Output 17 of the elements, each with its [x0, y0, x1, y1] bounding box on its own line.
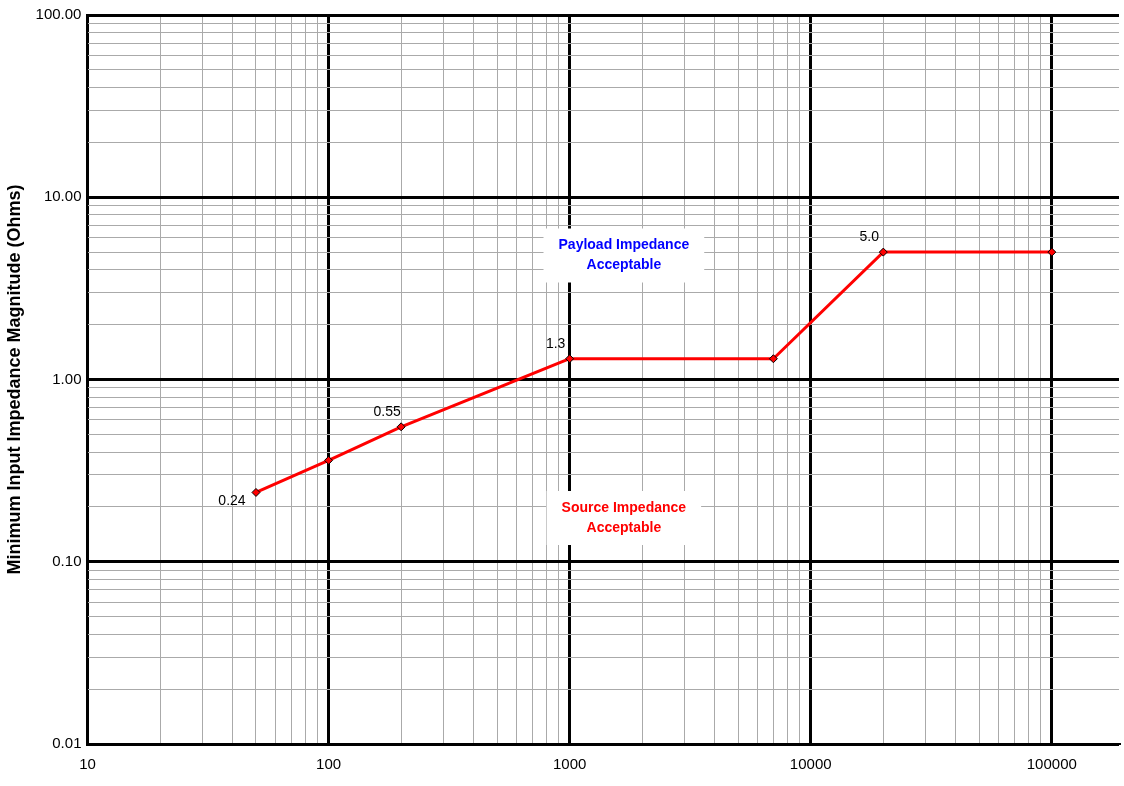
y-axis-title: Minimum Input Impedance Magnitude (Ohms) [3, 184, 24, 575]
x-tick-label: 10000 [789, 755, 832, 773]
y-tick-label: 1.00 [52, 369, 82, 387]
y-tick-label: 10.00 [43, 187, 82, 205]
x-tick-label: 100 [316, 755, 342, 773]
y-tick-label: 0.01 [52, 734, 82, 752]
x-tick-label: 100000 [1026, 755, 1077, 773]
data-label: 0.24 [218, 492, 246, 509]
data-label: 1.3 [545, 334, 566, 351]
x-tick-label: 1000 [552, 755, 587, 773]
annotation: Source Impedance Acceptable [561, 498, 687, 535]
data-label: 0.55 [373, 402, 401, 419]
x-tick-label: 10 [79, 755, 96, 773]
y-tick-label: 100.00 [35, 5, 82, 23]
annotation: Payload Impedance Acceptable [558, 236, 690, 273]
y-tick-label: 0.10 [52, 551, 82, 569]
data-label: 5.0 [859, 227, 880, 244]
